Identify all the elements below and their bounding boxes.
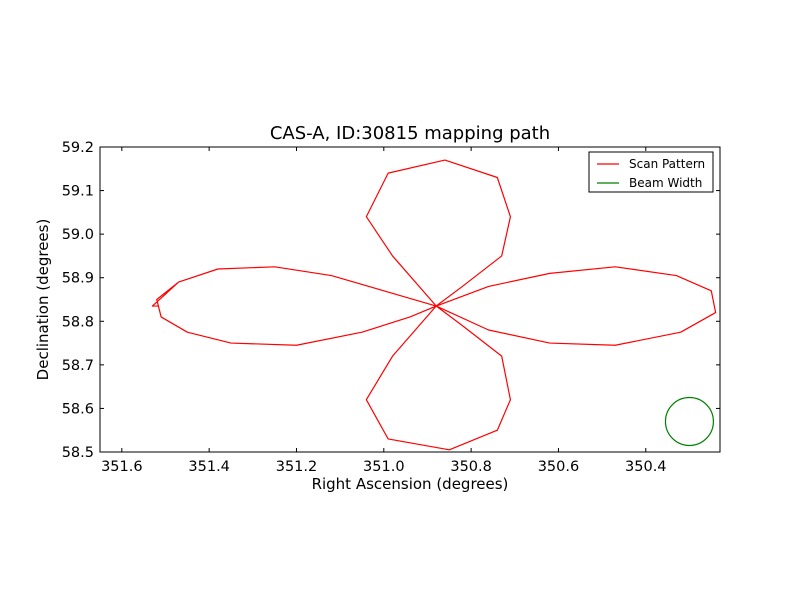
x-tick-label: 350.4: [625, 459, 667, 475]
y-tick-label: 58.7: [62, 358, 94, 374]
y-tick-label: 59.2: [62, 140, 94, 156]
x-tick-label: 350.8: [450, 459, 492, 475]
x-tick-label: 351.2: [276, 459, 318, 475]
legend-label: Beam Width: [629, 176, 702, 190]
y-tick-label: 59.0: [62, 227, 94, 243]
x-tick-label: 351.0: [363, 459, 405, 475]
chart-title: CAS-A, ID:30815 mapping path: [270, 123, 550, 144]
legend-box: [588, 151, 714, 193]
y-tick-label: 58.9: [62, 271, 94, 287]
y-axis-label: Declination (degrees): [34, 219, 52, 381]
x-tick-label: 350.6: [538, 459, 580, 475]
y-tick-label: 58.8: [62, 314, 94, 330]
legend-label: Scan Pattern: [629, 157, 705, 171]
beam-width-circle: [664, 396, 715, 447]
x-axis-label: Right Ascension (degrees): [312, 475, 509, 493]
y-tick-label: 59.1: [62, 184, 94, 200]
plot-area: [151, 159, 717, 451]
x-tick-label: 351.6: [101, 459, 143, 475]
scan-pattern-line: [151, 159, 717, 451]
x-tick-label: 351.4: [188, 459, 230, 475]
plot-frame: [99, 146, 721, 453]
y-tick-label: 58.5: [62, 445, 94, 461]
y-tick-label: 58.6: [62, 401, 94, 417]
